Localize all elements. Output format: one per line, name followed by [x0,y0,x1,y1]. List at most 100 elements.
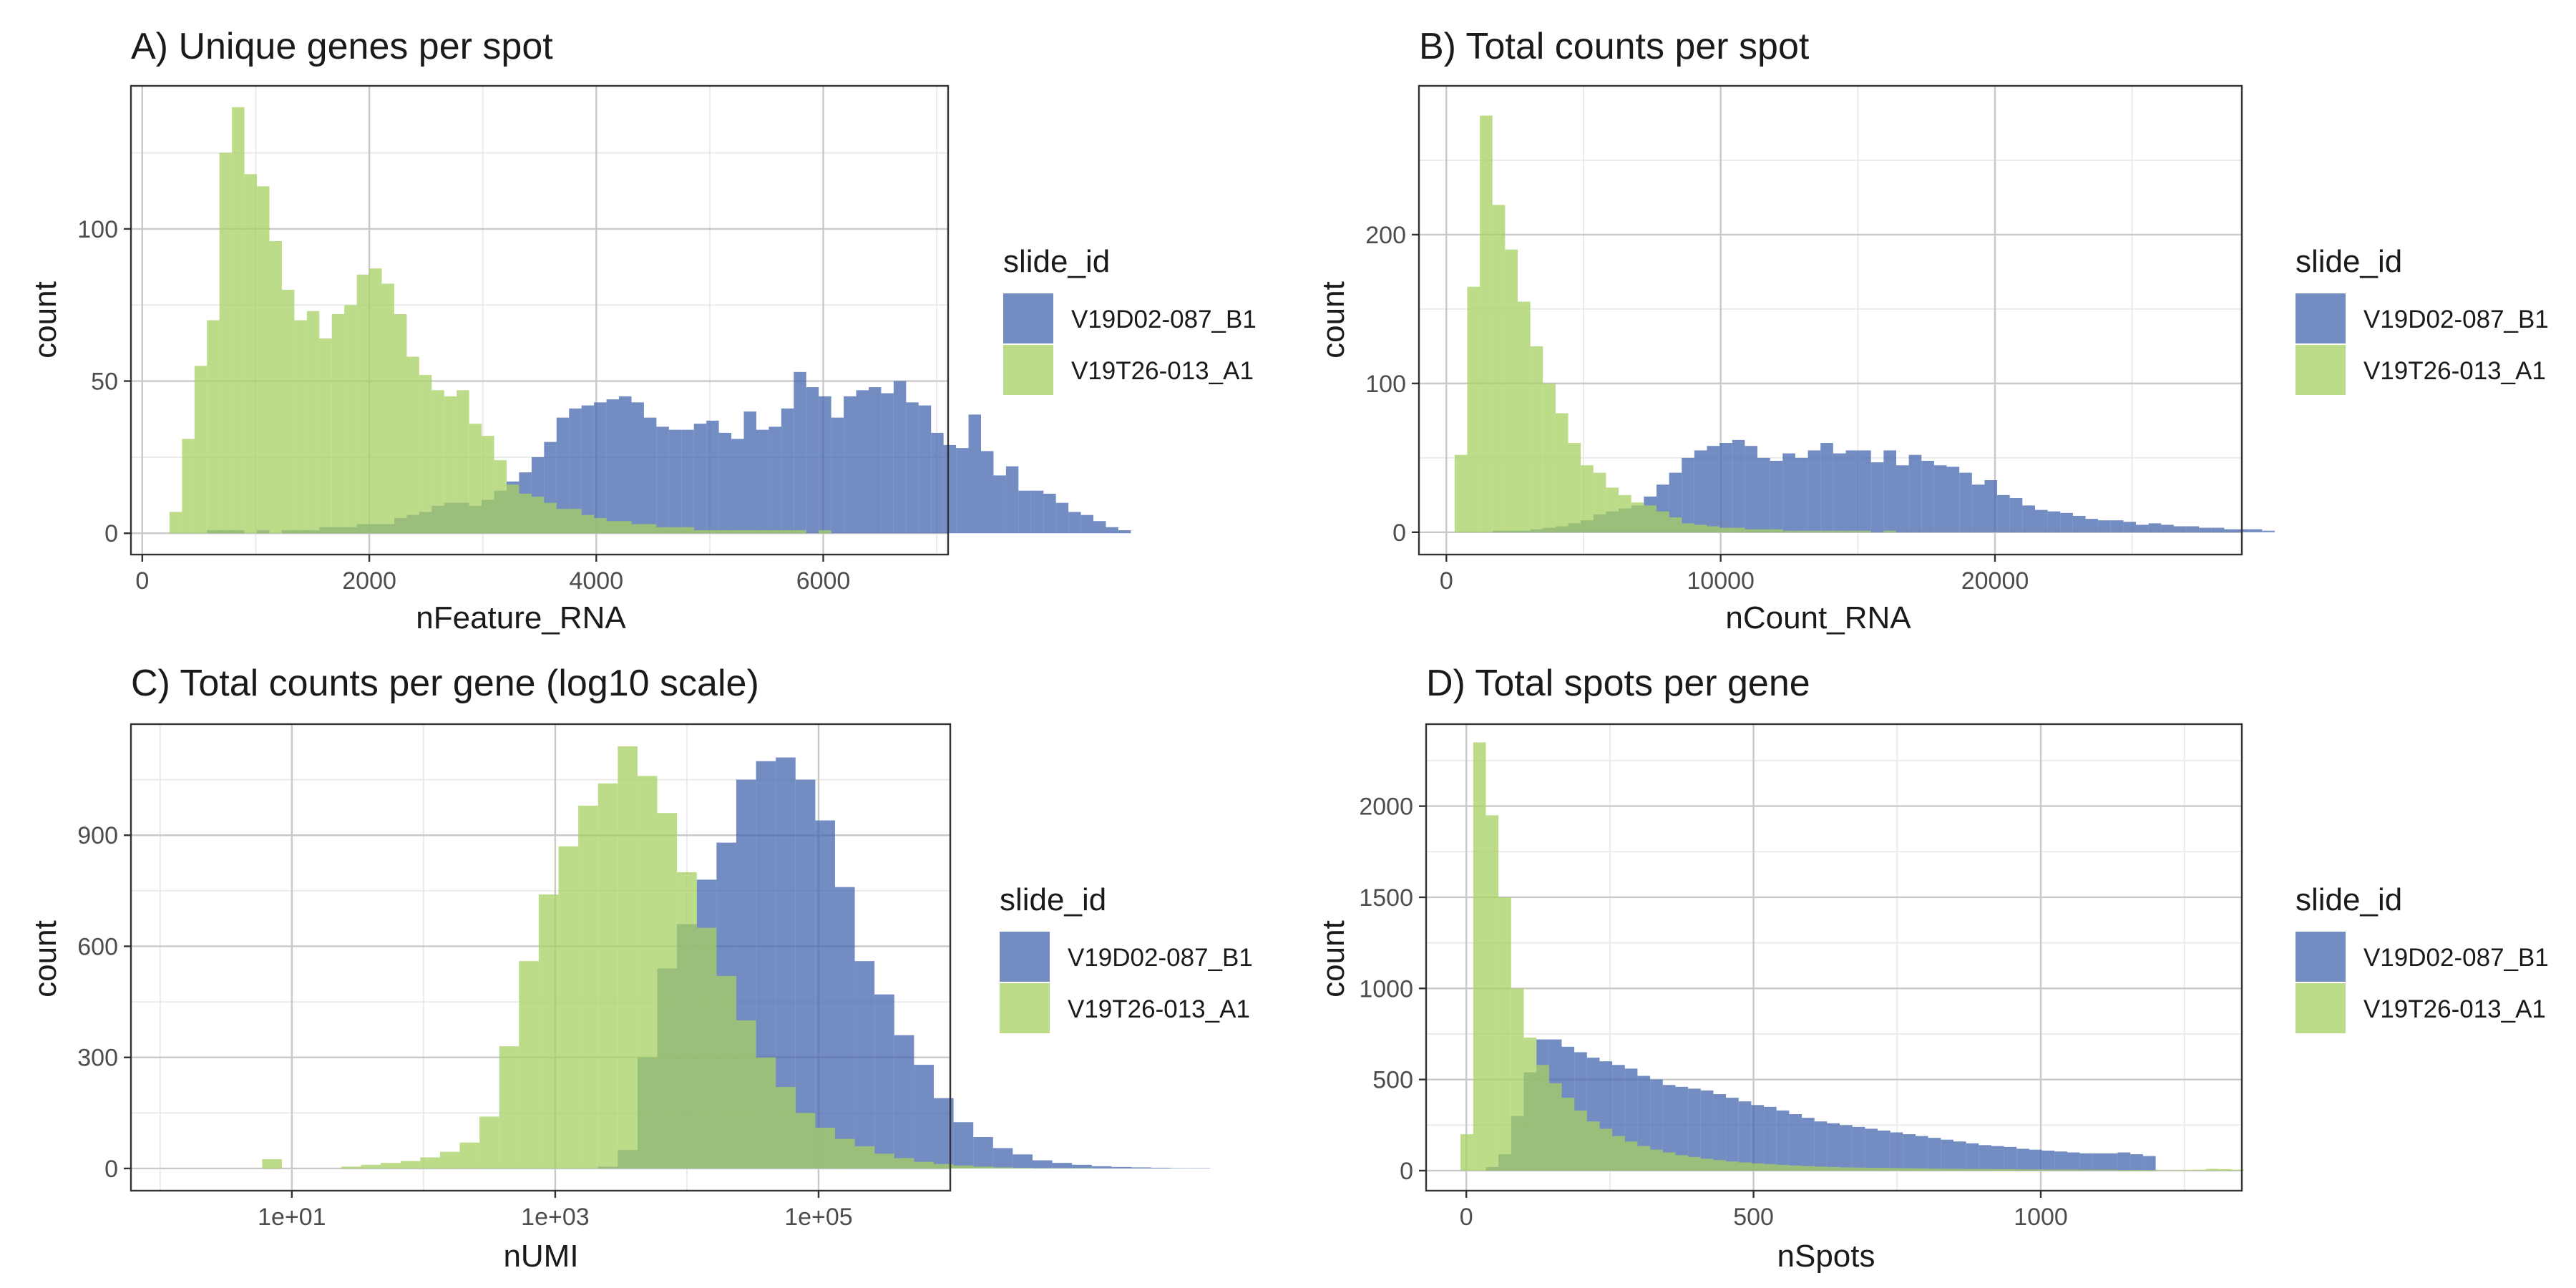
histogram-bar [2249,529,2263,532]
histogram-bar [459,1142,480,1169]
histogram-bar [1650,1079,1663,1171]
histogram-bar [1043,493,1056,534]
histogram-bar [1644,505,1657,532]
histogram-bar [1852,1167,1865,1171]
histogram-bar [1852,1126,1865,1171]
histogram-bar [1997,494,2010,532]
histogram-bar [1536,1065,1549,1171]
histogram-bar [1700,1090,1714,1171]
histogram-bar [419,375,432,534]
histogram-bar [262,1159,283,1169]
histogram-bar [1745,529,1758,532]
histogram-bar [544,502,557,534]
legend-key-v19t26-013-a1 [2296,983,2346,1033]
histogram-bar [1984,480,1998,532]
panel-c: C) Total counts per gene (log10 scale) 1… [28,663,1253,1274]
histogram-bar [2009,497,2023,532]
histogram-bar [2130,1169,2143,1171]
histogram-bar [1732,439,1745,532]
histogram-bar [507,484,519,534]
histogram-bar [1018,490,1031,534]
histogram-bar [531,497,545,534]
histogram-bar [361,1164,381,1169]
histogram-bar [1764,1106,1777,1171]
histogram-bar [1662,1152,1676,1171]
histogram-bar [1518,301,1531,532]
histogram-bar [874,1153,894,1169]
histogram-bar [1106,527,1118,534]
legend-key-v19d02-087-b1 [2296,932,2346,982]
histogram-bar [856,390,869,534]
histogram-bar [881,393,894,534]
histogram-bar [731,439,744,534]
histogram-bar [482,436,494,534]
legend-title: slide_id [1000,882,1106,917]
histogram-bar [2104,1169,2118,1171]
histogram-bar [631,402,644,534]
y-tick-label: 500 [1372,1067,1413,1094]
histogram-bar [457,390,469,534]
histogram-bar [1080,514,1094,534]
histogram-bar [2142,1156,2156,1171]
histogram-bar [906,402,919,534]
histogram-bar [1700,1158,1714,1171]
histogram-bar [819,530,831,534]
series-v19t26-013-a1 [1460,742,2245,1171]
histogram-bar [1682,523,1694,532]
histogram-bar [1068,512,1081,534]
histogram-bar [1751,1105,1765,1171]
histogram-bar [1770,461,1783,532]
histogram-bar [1890,1132,1903,1171]
histogram-bar [1473,742,1486,1171]
histogram-bar [931,432,944,534]
histogram-bar [194,366,208,534]
histogram-bar [1802,1166,1815,1171]
histogram-bar [1921,461,1934,532]
histogram-bar [993,475,1006,534]
y-tick-label: 0 [1392,519,1406,547]
histogram-bar [1820,530,1833,532]
histogram-bar [406,356,419,534]
histogram-bar [1055,502,1069,534]
y-tick-label: 900 [77,822,118,849]
chart-title: C) Total counts per gene (log10 scale) [131,663,759,704]
histogram-bar [956,448,969,534]
legend-key-v19d02-087-b1 [2296,293,2346,343]
x-axis-title: nUMI [503,1239,578,1274]
histogram-bar [1946,467,1960,532]
histogram-bar [439,1151,460,1169]
histogram-bar [597,783,618,1169]
histogram-bar [806,387,819,534]
histogram-bar [606,521,620,534]
histogram-bar [556,509,570,534]
histogram-bar [619,396,632,534]
histogram-bar [953,1165,974,1169]
histogram-bar [1656,511,1669,532]
histogram-bar [1694,525,1707,532]
histogram-bar [815,820,835,1169]
legend: slide_id V19D02-087_B1 V19T26-013_A1 [2296,244,2549,395]
histogram-bar [2004,1146,2017,1171]
histogram-bar [794,530,806,534]
histogram-bar [1991,1146,2004,1171]
histogram-bar [2079,1153,2093,1171]
histogram-bar [1118,530,1131,534]
histogram-bar [558,846,579,1169]
histogram-bar [1460,1134,1473,1171]
x-tick-label: 1e+03 [521,1204,590,1231]
legend: slide_id V19D02-087_B1 V19T26-013_A1 [1003,244,1257,395]
histogram-bar [706,530,719,534]
histogram-bar [1795,530,1808,532]
x-axis-title: nFeature_RNA [416,600,626,635]
histogram-bar [1568,443,1581,532]
histogram-bar [854,961,875,1169]
histogram-bar [815,1128,835,1169]
histogram-bar [569,408,582,534]
histogram-bar [696,927,717,1169]
histogram-bar [831,417,844,534]
y-tick-label: 1000 [1359,975,1413,1002]
histogram-bar [1827,1123,1840,1171]
histogram-bar [1883,450,1896,532]
histogram-bar [2110,520,2124,532]
histogram-bar [677,872,697,1169]
